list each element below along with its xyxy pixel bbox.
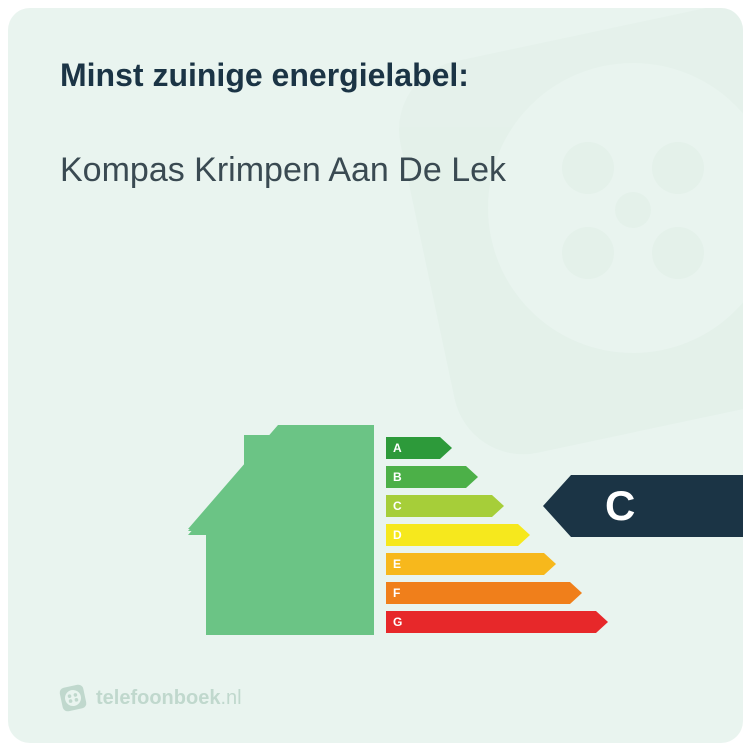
card-title: Minst zuinige energielabel: bbox=[60, 56, 691, 94]
bar-shape: F bbox=[386, 582, 608, 604]
footer-brand-name: telefoonboek bbox=[96, 687, 220, 709]
energy-chart: A B C D E F G C bbox=[8, 373, 743, 653]
footer-brand-tld: .nl bbox=[220, 687, 241, 709]
bar-shape: A bbox=[386, 437, 608, 459]
energy-bar-a: A bbox=[386, 437, 608, 459]
bar-label: C bbox=[393, 499, 402, 513]
energy-bar-f: F bbox=[386, 582, 608, 604]
card-subtitle: Kompas Krimpen Aan De Lek bbox=[60, 150, 580, 191]
indicator-shape bbox=[543, 475, 743, 537]
energy-bar-g: G bbox=[386, 611, 608, 633]
bar-label: E bbox=[393, 557, 401, 571]
footer: telefoonboek.nl bbox=[60, 685, 242, 711]
bar-label: D bbox=[393, 528, 402, 542]
bar-label: A bbox=[393, 441, 402, 455]
bar-label: B bbox=[393, 470, 402, 484]
rating-indicator: C bbox=[543, 475, 743, 537]
bar-label: G bbox=[393, 615, 402, 629]
house-icon bbox=[188, 425, 374, 635]
bar-shape: E bbox=[386, 553, 608, 575]
energy-bar-e: E bbox=[386, 553, 608, 575]
bar-shape: G bbox=[386, 611, 608, 633]
footer-logo-icon bbox=[58, 683, 89, 714]
footer-brand: telefoonboek.nl bbox=[96, 687, 242, 710]
bar-label: F bbox=[393, 586, 400, 600]
energy-label-card: Minst zuinige energielabel: Kompas Krimp… bbox=[8, 8, 743, 743]
indicator-letter: C bbox=[605, 482, 635, 530]
